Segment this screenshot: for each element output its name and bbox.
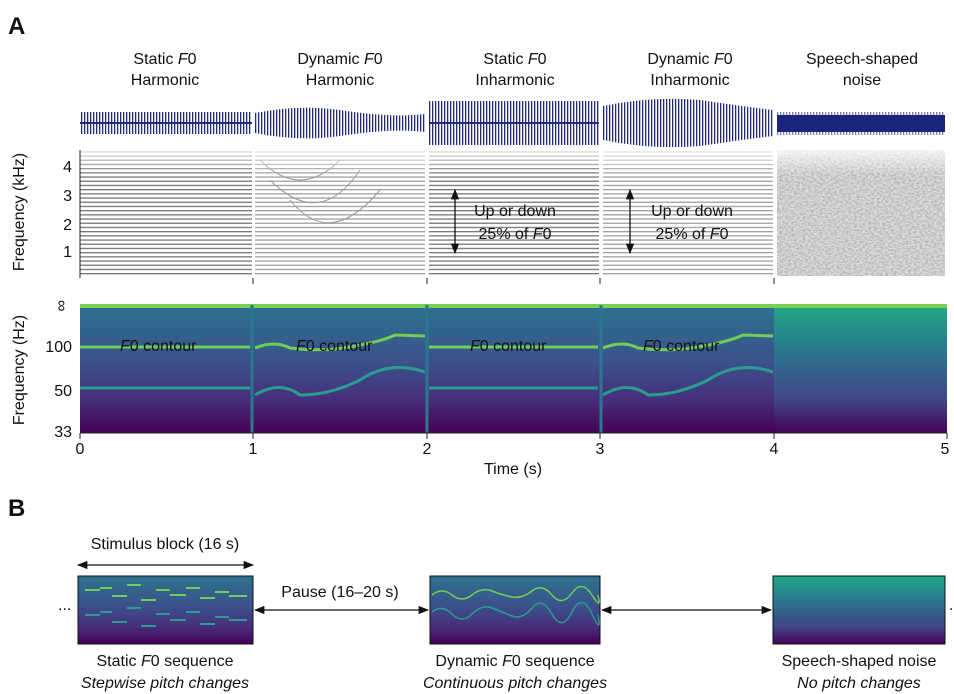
x-tick-label: 5 [941, 441, 950, 458]
y-tick-label: 50 [54, 383, 72, 400]
x-tick-label: 4 [770, 441, 779, 458]
annotation: Up or down [474, 203, 556, 220]
y-axis-label: Frequency (kHz) [11, 153, 28, 271]
condition-title: Inharmonic [650, 72, 729, 89]
condition-title: Dynamic F0 [297, 51, 382, 68]
panel-label: B [8, 495, 25, 522]
y-tick-label: 2 [63, 217, 72, 234]
condition-title: Static F0 [133, 51, 196, 68]
x-tick-label: 3 [596, 441, 605, 458]
ellipsis: . [949, 597, 953, 614]
sequence-thumbnails [77, 575, 946, 645]
condition-title: Inharmonic [475, 72, 554, 89]
sequence-title: Static F0 sequence [97, 653, 234, 670]
x-tick-label: 0 [76, 441, 85, 458]
sequence-subtitle: Stepwise pitch changes [81, 675, 249, 692]
contour-label: F0 contour [296, 338, 373, 355]
condition-title: Static F0 [483, 51, 546, 68]
annotation: Up or down [651, 203, 733, 220]
x-axis [79, 278, 948, 439]
x-tick-label: 1 [249, 441, 258, 458]
sequence-title: Dynamic F0 sequence [435, 653, 594, 670]
spectrogram [80, 150, 947, 276]
pause-label: Pause (16–20 s) [281, 584, 398, 601]
y-tick-label: 3 [63, 188, 72, 205]
condition-title: Harmonic [306, 72, 374, 89]
annotation: 25% of F0 [479, 226, 552, 243]
panel-label: A [8, 13, 25, 40]
contour-label: F0 contour [120, 338, 197, 355]
y-axis-label: Frequency (Hz) [11, 315, 28, 425]
waveforms [80, 98, 945, 148]
condition-title: Speech-shaped [806, 51, 918, 68]
y-tick-label: 4 [63, 159, 72, 176]
ellipsis: ... [58, 597, 71, 614]
sequence-subtitle: Continuous pitch changes [423, 675, 607, 692]
sequence-subtitle: No pitch changes [797, 675, 921, 692]
condition-title: Harmonic [131, 72, 199, 89]
y-tick-label: 33 [54, 424, 72, 441]
y-tick-label: 100 [45, 339, 72, 356]
contour-label: F0 contour [643, 338, 720, 355]
pitch-plot [80, 304, 947, 433]
annotation: 25% of F0 [656, 226, 729, 243]
block-label: Stimulus block (16 s) [91, 536, 240, 553]
x-tick-label: 2 [423, 441, 432, 458]
y-tick-label: 1 [63, 244, 72, 261]
contour-label: F0 contour [470, 338, 547, 355]
y-tick-label: ∞ [53, 300, 70, 311]
x-axis-label: Time (s) [484, 461, 542, 478]
condition-title: noise [843, 72, 881, 89]
sequence-title: Speech-shaped noise [782, 653, 937, 670]
condition-title: Dynamic F0 [647, 51, 732, 68]
